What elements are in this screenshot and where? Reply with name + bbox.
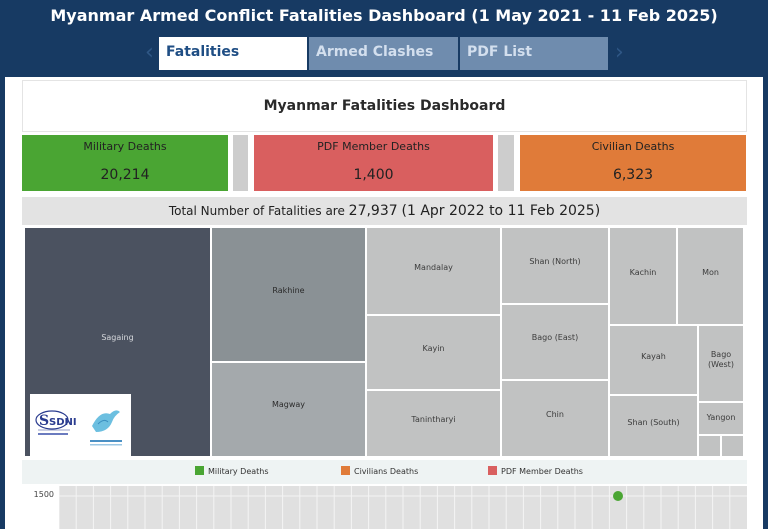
treemap-cell-rakhine[interactable]: Rakhine <box>211 227 366 362</box>
data-point[interactable] <box>613 491 623 501</box>
total-fatalities-banner: Total Number of Fatalities are 27,937 (1… <box>22 197 747 225</box>
treemap-cell-yangon[interactable]: Yangon <box>698 402 744 435</box>
kpi-military-deaths: Military Deaths 20,214 <box>22 135 228 191</box>
kpi-value: 20,214 <box>100 167 150 183</box>
kpi-label: Military Deaths <box>83 140 167 153</box>
legend-item-military[interactable]: Military Deaths <box>195 466 269 477</box>
kpi-pdf-member-deaths: PDF Member Deaths 1,400 <box>254 135 493 191</box>
sdni-logo: S SDNI <box>35 410 77 435</box>
chart-legend: Military Deaths Civilians Deaths PDF Mem… <box>22 460 747 484</box>
kpi-label: Civilian Deaths <box>591 140 675 153</box>
treemap-label: Shan (North) <box>529 257 581 266</box>
kpi-spacer <box>498 135 514 191</box>
treemap-cell-kachin[interactable]: Kachin <box>609 227 677 325</box>
treemap-cell-small[interactable] <box>721 435 744 457</box>
treemap-label: Bago (West) <box>708 350 734 369</box>
total-prefix: Total Number of Fatalities are <box>168 204 345 218</box>
treemap-cell-shan-north[interactable]: Shan (North) <box>501 227 609 304</box>
treemap-label: Yangon <box>706 413 736 422</box>
legend-swatch <box>195 466 204 475</box>
treemap-label: Kachin <box>629 268 657 277</box>
treemap-label: Shan (South) <box>627 418 680 427</box>
treemap-label: Mon <box>702 268 719 277</box>
treemap-label: Tanintharyi <box>411 415 456 424</box>
tab-fatalities[interactable]: Fatalities <box>159 37 307 70</box>
treemap-cell-tanintharyi[interactable]: Tanintharyi <box>366 390 501 457</box>
treemap-cell-chin[interactable]: Chin <box>501 380 609 457</box>
treemap-label: Kayin <box>422 344 445 353</box>
dashboard-title: Myanmar Fatalities Dashboard <box>22 80 747 132</box>
legend-label: Civilians Deaths <box>354 467 419 476</box>
y-tick-label: 1500 <box>33 490 54 499</box>
treemap-label: Kayah <box>641 352 666 361</box>
tab-armed-clashes[interactable]: Armed Clashes <box>309 37 458 70</box>
treemap-label: Rakhine <box>272 286 305 295</box>
kpi-civilian-deaths: Civilian Deaths 6,323 <box>520 135 746 191</box>
treemap-cell-kayah[interactable]: Kayah <box>609 325 698 395</box>
treemap-cell-bago-east[interactable]: Bago (East) <box>501 304 609 380</box>
fatalities-treemap: Sagaing Rakhine Magway Mandalay Kayin Ta… <box>24 227 744 457</box>
treemap-label: Chin <box>546 410 564 419</box>
treemap-label: Sagaing <box>101 333 134 342</box>
treemap-cell-mandalay[interactable]: Mandalay <box>366 227 501 315</box>
treemap-cell-magway[interactable]: Magway <box>211 362 366 457</box>
treemap-label: Magway <box>271 400 306 409</box>
total-range: (1 Apr 2022 to 11 Feb 2025) <box>401 203 601 219</box>
treemap-label: Bago (East) <box>531 333 579 342</box>
treemap-cell-small[interactable] <box>698 435 721 457</box>
tab-pdf-list[interactable]: PDF List <box>460 37 608 70</box>
svg-text:SDNI: SDNI <box>49 417 77 428</box>
svg-text:S: S <box>39 413 49 429</box>
kpi-spacer <box>233 135 248 191</box>
dove-icon <box>90 410 122 446</box>
treemap-cell-mon[interactable]: Mon <box>677 227 744 325</box>
legend-item-pdf[interactable]: PDF Member Deaths <box>488 466 583 477</box>
total-count: 27,937 <box>348 203 398 219</box>
treemap-label: Mandalay <box>414 263 453 272</box>
legend-item-civilians[interactable]: Civilians Deaths <box>341 466 418 477</box>
legend-swatch <box>341 466 350 475</box>
fatalities-scatter-chart: 1500 <box>22 486 747 529</box>
legend-label: Military Deaths <box>208 467 269 476</box>
tab-bar: ‹ Fatalities Armed Clashes PDF List › <box>0 37 768 70</box>
treemap-cell-shan-south[interactable]: Shan (South) <box>609 395 698 457</box>
kpi-label: PDF Member Deaths <box>317 140 430 153</box>
partner-logos: S SDNI <box>30 394 131 456</box>
legend-label: PDF Member Deaths <box>501 467 583 476</box>
chevron-left-icon[interactable]: ‹ <box>145 40 154 65</box>
legend-swatch <box>488 466 497 475</box>
chevron-right-icon[interactable]: › <box>615 40 624 65</box>
kpi-value: 1,400 <box>353 167 394 183</box>
kpi-value: 6,323 <box>612 167 654 183</box>
treemap-cell-bago-west[interactable]: Bago (West) <box>698 325 744 402</box>
treemap-cell-kayin[interactable]: Kayin <box>366 315 501 390</box>
chart-plot-area <box>59 486 747 529</box>
page-title: Myanmar Armed Conflict Fatalities Dashbo… <box>50 6 718 25</box>
